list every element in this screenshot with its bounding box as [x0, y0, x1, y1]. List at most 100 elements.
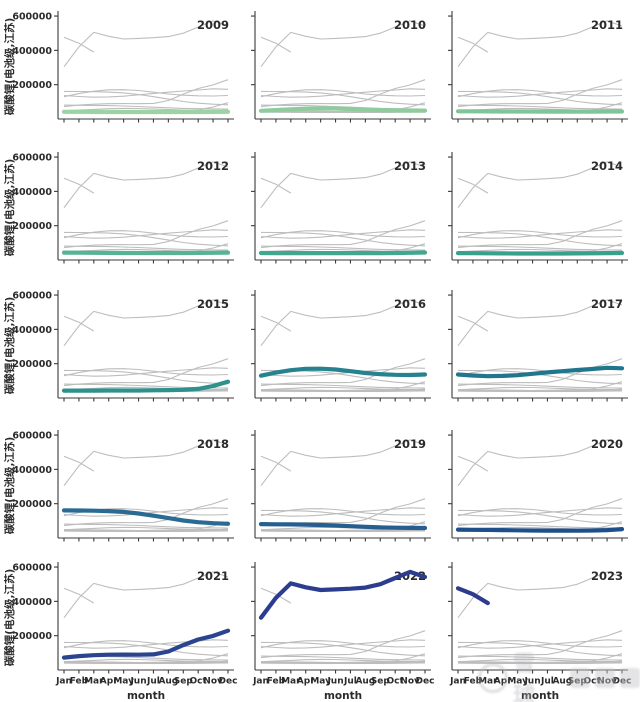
background-line-2023 [260, 587, 292, 604]
panel-year-label: 2015 [197, 297, 229, 311]
background-line-2017 [260, 229, 426, 239]
background-line-2022 [457, 20, 623, 68]
background-line-2023 [457, 315, 489, 332]
background-line-2020 [63, 660, 229, 664]
background-line-2023 [63, 587, 95, 604]
background-line-2018 [260, 231, 426, 247]
background-line-2021 [260, 220, 426, 249]
x-tick-label: Aug [552, 677, 572, 687]
background-line-2022 [457, 571, 623, 619]
background-line-2018 [63, 231, 229, 247]
y-axis-title: 碳酸锂(电池级,江苏) [3, 18, 16, 116]
panel-2016: 2016 [251, 290, 431, 402]
x-axis-title: month [127, 690, 165, 702]
background-line-2010 [457, 386, 622, 391]
x-tick-label: Dec [416, 677, 435, 687]
x-tick-label: May [113, 677, 134, 687]
background-line-2014 [260, 662, 426, 665]
x-axis-title: month [324, 690, 362, 702]
x-tick-label: Jun [129, 677, 146, 687]
y-tick-label: 400000 [12, 325, 52, 336]
background-line-2017 [63, 88, 229, 98]
panel-year-label: 2018 [197, 437, 229, 451]
background-line-2022 [63, 439, 229, 487]
background-line-2023 [63, 455, 95, 472]
background-line-2021 [457, 498, 623, 527]
background-line-2017 [63, 229, 229, 239]
x-tick-label: Jun [326, 677, 343, 687]
background-line-2018 [63, 90, 229, 106]
panel-year-label: 2010 [394, 18, 426, 32]
background-line-2022 [63, 571, 229, 619]
panel-year-label: 2009 [197, 18, 229, 32]
y-tick-label: 400000 [12, 465, 52, 476]
background-line-2019 [260, 245, 426, 251]
y-axis-title: 碳酸锂(电池级,江苏) [3, 437, 16, 535]
background-line-2018 [457, 641, 623, 657]
background-line-2023 [260, 36, 292, 53]
x-tick-label: May [507, 677, 528, 687]
background-line-2018 [457, 90, 623, 106]
background-line-2014 [457, 662, 623, 665]
x-tick-label: Feb [464, 677, 483, 687]
background-line-2017 [260, 367, 426, 377]
x-tick-label: Oct [387, 677, 405, 687]
highlight-line-2017 [455, 365, 625, 379]
y-axis-title: 碳酸锂(电池级,江苏) [3, 159, 16, 257]
panel-year-label: 2011 [591, 18, 623, 32]
background-line-2023 [63, 177, 95, 194]
background-line-2022 [457, 299, 623, 347]
background-line-2017 [63, 367, 229, 377]
background-line-2017 [457, 229, 623, 239]
x-tick-label: Nov [597, 677, 617, 687]
x-tick-label: Feb [70, 677, 89, 687]
background-line-2019 [63, 245, 229, 251]
x-tick-label: Dec [219, 677, 238, 687]
x-tick-label: Mar [281, 677, 301, 687]
panel-2010: 2010 [251, 11, 431, 123]
background-line-2022 [260, 161, 426, 209]
background-line-2019 [457, 383, 623, 389]
background-line-2014 [63, 530, 229, 533]
background-line-2020 [457, 388, 623, 392]
panel-2014: 2014 [448, 152, 628, 264]
panel-2017: 2017 [448, 290, 628, 402]
background-line-2010 [260, 386, 425, 391]
background-line-2018 [260, 641, 426, 657]
background-line-2017 [260, 507, 426, 517]
background-line-2019 [63, 523, 229, 529]
background-line-2018 [63, 641, 229, 657]
background-line-2023 [63, 315, 95, 332]
x-tick-label: Oct [190, 677, 208, 687]
x-tick-label: Feb [267, 677, 286, 687]
background-line-2018 [260, 90, 426, 106]
y-tick-label: 600000 [12, 12, 52, 23]
x-tick-label: Jan [252, 677, 269, 687]
panel-year-label: 2021 [197, 569, 229, 583]
background-line-2014 [260, 530, 426, 533]
background-line-2023 [457, 455, 489, 472]
background-line-2021 [457, 220, 623, 249]
panel-year-label: 2014 [591, 159, 623, 173]
x-tick-label: Aug [158, 677, 178, 687]
background-line-2019 [260, 383, 426, 389]
background-line-2017 [260, 88, 426, 98]
y-axis-title: 碳酸锂(电池级,江苏) [3, 297, 16, 395]
background-line-2010 [63, 658, 228, 663]
panel-2011: 2011 [448, 11, 628, 123]
y-tick-label: 400000 [12, 597, 52, 608]
y-tick-label: 200000 [12, 80, 52, 91]
y-tick-label: 200000 [12, 359, 52, 370]
highlight-line-2021 [61, 628, 231, 660]
x-tick-label: Jul [540, 677, 554, 687]
x-tick-label: Apr [297, 677, 315, 687]
background-line-2010 [260, 658, 425, 663]
panel-2009: 200000 400000 600000 2009 碳酸锂(电池级,江苏) [3, 11, 234, 123]
panel-year-label: 2017 [591, 297, 623, 311]
x-tick-label: Dec [613, 677, 632, 687]
background-line-2021 [457, 79, 623, 108]
panel-2020: 2020 [448, 430, 628, 542]
